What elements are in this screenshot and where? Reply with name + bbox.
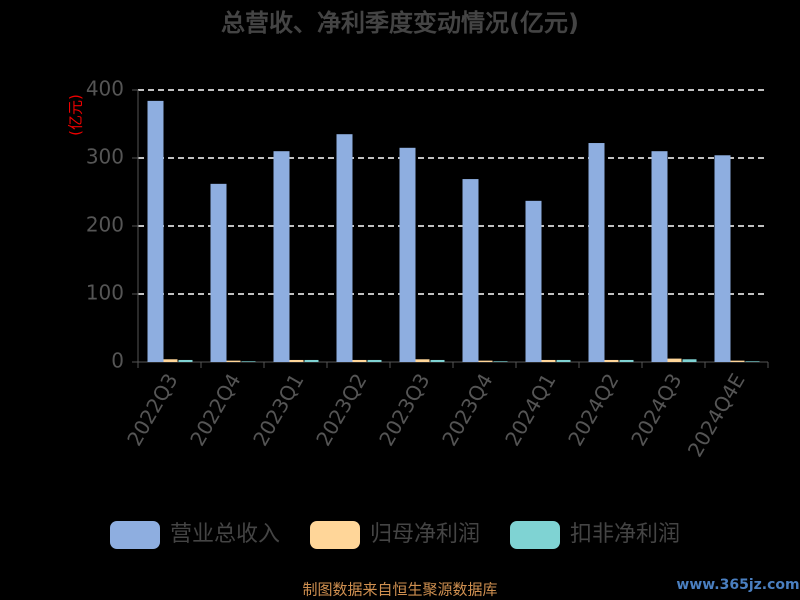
bar — [604, 359, 619, 362]
legend-label: 营业总收入 — [170, 522, 280, 547]
x-tick-label: 2024Q1 — [500, 369, 560, 450]
bar — [241, 361, 256, 362]
bar — [336, 134, 353, 362]
bar — [619, 359, 634, 362]
bar — [493, 361, 508, 362]
bar — [226, 360, 241, 362]
bar — [682, 359, 697, 362]
legend-label: 扣非净利润 — [570, 522, 680, 547]
bar — [667, 358, 682, 362]
legend-swatch — [510, 521, 560, 549]
y-tick-label: 400 — [86, 77, 124, 101]
x-tick-label: 2023Q3 — [374, 369, 434, 450]
legend-label: 归母净利润 — [370, 522, 480, 547]
bar — [462, 179, 479, 362]
x-tick-label: 2024Q4E — [683, 369, 750, 461]
bar — [430, 359, 445, 362]
bar — [714, 155, 731, 362]
bar — [525, 200, 542, 362]
bar — [178, 359, 193, 362]
bar — [730, 360, 745, 362]
y-tick-label: 200 — [86, 213, 124, 237]
y-axis-label: (亿元) — [67, 94, 85, 136]
y-tick-label: 0 — [111, 349, 124, 373]
bar — [289, 359, 304, 362]
watermark: www.365jz.com — [676, 577, 799, 593]
x-tick-label: 2022Q3 — [122, 369, 182, 450]
bar — [367, 359, 382, 362]
x-tick-label: 2022Q4 — [185, 369, 245, 450]
legend-swatch — [110, 521, 160, 549]
y-tick-label: 100 — [86, 281, 124, 305]
bar — [541, 359, 556, 362]
x-tick-label: 2023Q2 — [311, 369, 371, 450]
bar — [210, 183, 227, 362]
bar — [273, 151, 290, 362]
bar — [415, 359, 430, 362]
bar — [556, 359, 571, 362]
source-note: 制图数据来自恒生聚源数据库 — [302, 581, 497, 599]
chart-title: 总营收、净利季度变动情况(亿元) — [221, 9, 579, 37]
y-tick-label: 300 — [86, 145, 124, 169]
x-tick-label: 2024Q3 — [626, 369, 686, 450]
bar — [147, 100, 164, 362]
bar — [651, 151, 668, 362]
bar — [588, 143, 605, 362]
bar — [745, 361, 760, 362]
x-tick-label: 2024Q2 — [563, 369, 623, 450]
bar — [399, 147, 416, 362]
bar — [478, 360, 493, 362]
x-tick-label: 2023Q1 — [248, 369, 308, 450]
legend-swatch — [310, 521, 360, 549]
bar — [163, 359, 178, 362]
x-tick-label: 2023Q4 — [437, 369, 497, 450]
bar — [304, 359, 319, 362]
bar — [352, 359, 367, 362]
